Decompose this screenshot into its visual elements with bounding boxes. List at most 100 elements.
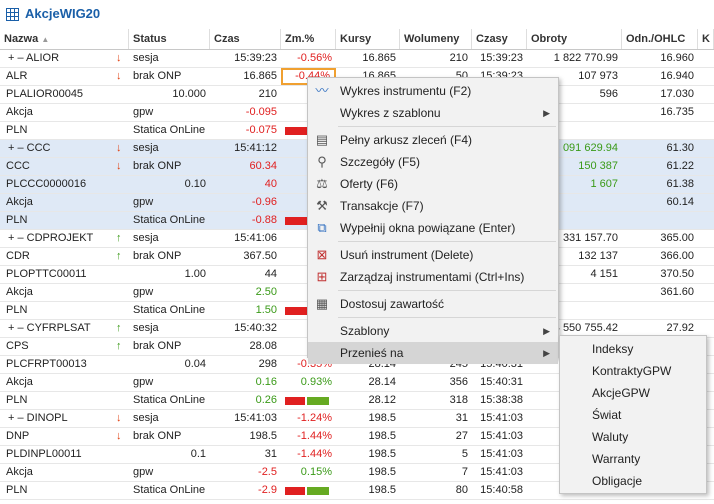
cell-czas: 15:39:23 xyxy=(234,52,277,64)
cell-obroty: 331 157.70 xyxy=(562,232,618,244)
arrow-down-icon: ↓ xyxy=(116,142,122,154)
submenu-item[interactable]: Warranty xyxy=(560,448,706,470)
table-row[interactable]: PLCFRPT00013 0.04 298 -0.35% 28.14 245 15:40:3… xyxy=(0,356,714,374)
submenu-item-label: Świat xyxy=(592,408,622,422)
cell-czas: 198.5 xyxy=(249,430,277,442)
col-header-obroty[interactable]: Obroty xyxy=(527,29,622,49)
col-header-wolumeny[interactable]: Wolumeny xyxy=(400,29,472,49)
col-header-status[interactable]: Status xyxy=(129,29,210,49)
cell-status: 0.10 xyxy=(184,178,206,190)
cell-wol: 356 xyxy=(449,376,468,388)
cell-odn xyxy=(622,302,698,319)
submenu-item[interactable]: Indeksy xyxy=(560,338,706,360)
menu-item-szczegóły-f5[interactable]: ⚲ Szczegóły (F5) xyxy=(308,151,558,173)
table-row[interactable]: DNP brak ONP 198.5 -1.44% 198.5 27 15:41:03 ↓ xyxy=(0,428,714,446)
col-header-czas[interactable]: Czas xyxy=(210,29,281,49)
submenu-item[interactable]: Świat xyxy=(560,404,706,426)
cell-name: ALR xyxy=(6,70,28,82)
cell-odn: 361.60 xyxy=(660,286,694,298)
menu-item-label: Dostosuj zawartość xyxy=(340,297,445,311)
col-header-nazwa[interactable]: Nazwa ▲ xyxy=(0,29,129,49)
cell-czas: 367.50 xyxy=(243,250,277,262)
link-windows-icon: ⧉ xyxy=(317,220,327,235)
submenu-item[interactable]: Obligacje xyxy=(560,470,706,492)
menu-item-pełny-arkusz-zleceń-f4[interactable]: ▤ Pełny arkusz zleceń (F4) xyxy=(308,129,558,151)
cell-czas: -0.095 xyxy=(245,106,277,118)
cell-wol: 318 xyxy=(449,394,468,406)
cell-czas: 31 xyxy=(264,448,277,460)
cell-obroty: 4 550 755.42 xyxy=(553,322,618,334)
cell-czas: 210 xyxy=(258,88,277,100)
table-header: Nazwa ▲ Status Czas Zm.% Kursy Wolumeny … xyxy=(0,29,714,50)
table-row[interactable]: Akcja gpw 0.16 0.93% 28.14 356 15:40:31 xyxy=(0,374,714,392)
menu-item-szablony[interactable]: Szablony ▶ xyxy=(308,320,558,342)
cell-name: CPS xyxy=(6,340,29,352)
cell-kurs: 28.14 xyxy=(368,376,396,388)
cell-czasy: 15:40:58 xyxy=(480,484,523,496)
cell-status: Statica OnLine xyxy=(133,214,206,226)
table-row[interactable]: PLN Statica OnLine 1.50 xyxy=(0,302,714,320)
table-group-row[interactable]: + – ALIOR sesja 15:39:23 -0.56% 16.865 210 15:… xyxy=(0,50,714,68)
cell-czas: -0.88 xyxy=(251,214,277,226)
cell-wol: 7 xyxy=(461,466,468,478)
cell-status: gpw xyxy=(133,466,154,478)
cell-czas: 15:41:12 xyxy=(234,142,277,154)
table-row[interactable]: PLN Statica OnLine -2.9 198.5 80 15:40:58 xyxy=(0,482,714,500)
col-header-k[interactable]: K xyxy=(698,29,714,49)
cell-status: brak ONP xyxy=(133,70,182,82)
cell-czas: 0.16 xyxy=(255,376,277,388)
cell-czasy: 15:41:03 xyxy=(480,412,523,424)
menu-item-label: Wypełnij okna powiązane (Enter) xyxy=(340,221,516,235)
menu-item-wypełnij-okna-powiązane-enter[interactable]: ⧉ Wypełnij okna powiązane (Enter) xyxy=(308,217,558,239)
col-header-czasy[interactable]: Czasy xyxy=(472,29,527,49)
table-group-row[interactable]: + – DINOPL sesja 15:41:03 -1.24% 198.5 31 15:4… xyxy=(0,410,714,428)
menu-item-label: Oferty (F6) xyxy=(340,177,399,191)
cell-czas: 15:41:03 xyxy=(234,412,277,424)
cell-name: + – CYFRPLSAT xyxy=(8,322,91,334)
submenu-item[interactable]: KontraktyGPW xyxy=(560,360,706,382)
cell-czas: 44 xyxy=(264,268,277,280)
submenu-item[interactable]: Waluty xyxy=(560,426,706,448)
cell-name: PLDINPL00011 xyxy=(6,448,82,460)
cell-name: + – CCC xyxy=(8,142,51,154)
menu-item-transakcje-f7[interactable]: ⚒ Transakcje (F7) xyxy=(308,195,558,217)
window-titlebar: AkcjeWIG20 xyxy=(0,0,714,30)
cell-name: CDR xyxy=(6,250,30,262)
menu-separator xyxy=(338,317,556,318)
window-title: AkcjeWIG20 xyxy=(25,6,101,21)
cell-name: + – DINOPL xyxy=(8,412,68,424)
cell-status: gpw xyxy=(133,286,154,298)
cell-kurs: 28.12 xyxy=(368,394,396,406)
cell-odn: 61.30 xyxy=(666,142,694,154)
submenu-item[interactable]: AkcjeGPW xyxy=(560,382,706,404)
cell-name: PLN xyxy=(6,304,28,316)
cell-czas: 2.50 xyxy=(255,286,277,298)
col-header-kursy[interactable]: Kursy xyxy=(336,29,400,49)
chart-line-icon: 〰 xyxy=(315,83,329,98)
menu-item-zarządzaj-instrumentami-ctrl-ins[interactable]: ⊞ Zarządzaj instrumentami (Ctrl+Ins) xyxy=(308,266,558,288)
cell-zm: 0.15% xyxy=(300,466,332,478)
cell-obroty: 107 973 xyxy=(578,70,618,82)
menu-item-usuń-instrument-delete[interactable]: ⊠ Usuń instrument (Delete) xyxy=(308,244,558,266)
cell-name: PLN xyxy=(6,124,28,136)
menu-item-wykres-z-szablonu[interactable]: Wykres z szablonu ▶ xyxy=(308,102,558,124)
col-header-odn-ohlc[interactable]: Odn./OHLC xyxy=(622,29,698,49)
table-row[interactable]: PLN Statica OnLine 0.26 28.12 318 15:38:38 xyxy=(0,392,714,410)
col-header-zm[interactable]: Zm.% xyxy=(281,29,336,49)
table-row[interactable]: Akcja gpw -2.5 0.15% 198.5 7 15:41:03 xyxy=(0,464,714,482)
menu-item-label: Szczegóły (F5) xyxy=(340,155,421,169)
menu-item-przenieś-na[interactable]: Przenieś na ▶ xyxy=(308,342,558,364)
menu-item-wykres-instrumentu-f2[interactable]: 〰 Wykres instrumentu (F2) xyxy=(308,80,558,102)
menu-item-dostosuj-zawartość[interactable]: ▦ Dostosuj zawartość xyxy=(308,293,558,315)
cell-status: Statica OnLine xyxy=(133,124,206,136)
cell-czasy: 15:40:31 xyxy=(480,376,523,388)
arrow-up-icon: ↑ xyxy=(116,322,122,334)
cell-obroty: 091 629.94 xyxy=(562,142,618,154)
cell-odn: 16.960 xyxy=(660,52,694,64)
table-row[interactable]: PLDINPL00011 0.1 31 -1.44% 198.5 5 15:41:03 xyxy=(0,446,714,464)
cell-name: Akcja xyxy=(6,106,33,118)
menu-item-oferty-f6[interactable]: ⚖ Oferty (F6) xyxy=(308,173,558,195)
cell-name: PLN xyxy=(6,394,28,406)
cell-odn: 61.38 xyxy=(666,178,694,190)
